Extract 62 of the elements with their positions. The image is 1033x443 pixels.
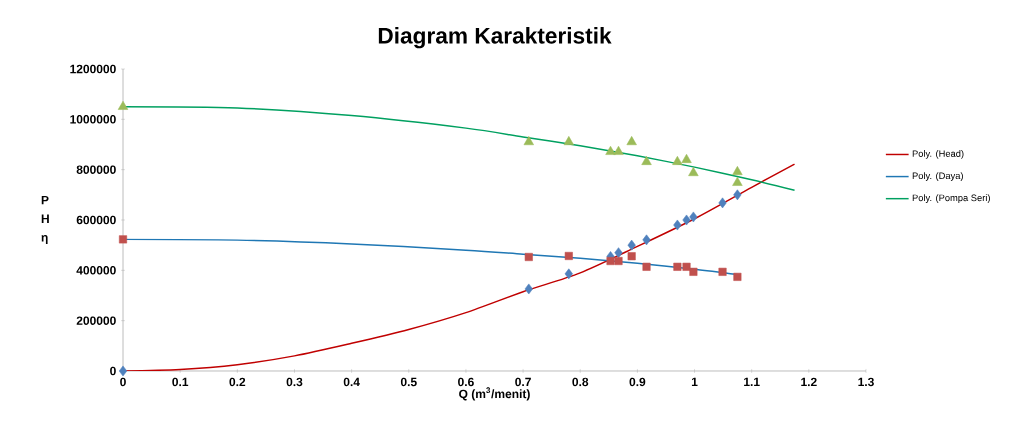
point xyxy=(627,239,636,251)
x-tick-label: 1.3 xyxy=(858,377,874,387)
x-tick-label: 0.6 xyxy=(458,377,474,387)
point xyxy=(614,247,623,259)
point xyxy=(673,219,682,231)
point xyxy=(718,197,727,209)
point xyxy=(564,251,573,260)
y-axis-title: P H η xyxy=(41,195,49,245)
point xyxy=(673,262,682,271)
point xyxy=(732,166,743,175)
point xyxy=(642,234,651,246)
x-tick-label: 0 xyxy=(120,377,126,387)
y-tick-label: 400000 xyxy=(76,266,116,275)
point xyxy=(118,365,128,377)
point xyxy=(564,268,573,280)
point xyxy=(117,100,129,110)
point xyxy=(682,262,691,271)
x-tick-label: 0.3 xyxy=(286,377,303,387)
x-tick-label: 1 xyxy=(691,377,698,386)
point xyxy=(524,252,533,261)
point xyxy=(626,136,637,146)
point xyxy=(718,267,727,276)
x-axis-title: Q (m$^{3}$/menit) xyxy=(459,387,530,401)
point xyxy=(605,145,616,155)
x-tick-label: 0.7 xyxy=(515,377,531,387)
point xyxy=(672,155,683,165)
point xyxy=(613,145,624,155)
point xyxy=(732,176,743,186)
x-tick-label: 0.9 xyxy=(629,377,646,387)
point xyxy=(733,272,742,281)
x-tick-label: 0.4 xyxy=(343,377,360,387)
point xyxy=(524,283,533,295)
legend-label: Poly. (Pompa Seri) xyxy=(912,194,990,203)
point xyxy=(688,167,699,176)
point xyxy=(689,211,698,223)
point xyxy=(523,136,534,146)
y-tick-label: 1200000 xyxy=(70,64,116,74)
x-tick-label: 0.8 xyxy=(572,377,589,387)
y-tick-label: 200000 xyxy=(76,316,116,325)
point xyxy=(627,252,636,261)
x-tick-label: 1.1 xyxy=(744,377,760,386)
point xyxy=(682,214,691,226)
point xyxy=(606,257,615,266)
y-tick-label: 600000 xyxy=(76,215,116,225)
y-tick-label: 800000 xyxy=(76,165,116,174)
point xyxy=(641,155,652,165)
x-tick-label: 0.5 xyxy=(400,377,417,387)
x-tick-label: 0.1 xyxy=(172,377,189,387)
legend-label: Poly. (Head) xyxy=(912,150,964,159)
point xyxy=(614,257,623,266)
chart-title: Diagram Karakteristik xyxy=(378,27,612,49)
y-tick-label: 1000000 xyxy=(70,115,116,124)
point xyxy=(642,262,651,271)
point xyxy=(681,153,692,163)
x-tick-label: 0.2 xyxy=(229,377,246,387)
legend-label: Poly. (Daya) xyxy=(912,172,963,181)
y-tick-label: 0 xyxy=(110,366,116,376)
point xyxy=(563,136,574,146)
point xyxy=(119,235,128,244)
point xyxy=(733,189,742,201)
x-tick-label: 1.2 xyxy=(801,377,817,387)
point xyxy=(689,267,698,276)
